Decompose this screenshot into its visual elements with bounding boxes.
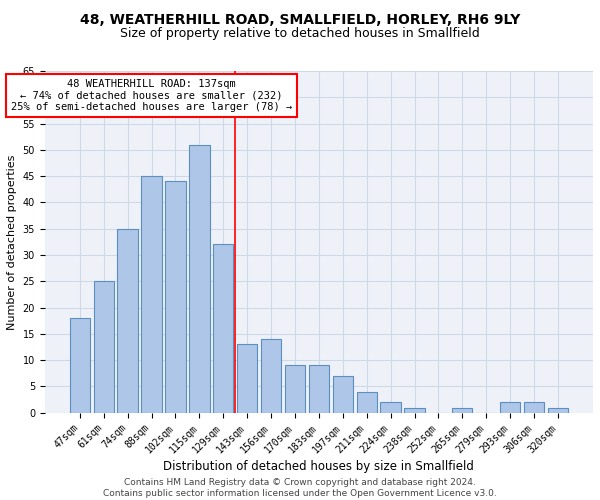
Bar [332, 376, 353, 413]
Text: Contains HM Land Registry data © Crown copyright and database right 2024.
Contai: Contains HM Land Registry data © Crown c… [103, 478, 497, 498]
Bar [237, 344, 257, 413]
Bar [142, 176, 161, 413]
Bar [404, 408, 425, 413]
Bar [118, 228, 138, 413]
Bar [189, 144, 209, 413]
Bar [213, 244, 233, 413]
Bar [524, 402, 544, 413]
Bar [94, 282, 114, 413]
Bar [548, 408, 568, 413]
Text: Size of property relative to detached houses in Smallfield: Size of property relative to detached ho… [120, 28, 480, 40]
Bar [309, 366, 329, 413]
Y-axis label: Number of detached properties: Number of detached properties [7, 154, 17, 330]
Bar [500, 402, 520, 413]
Bar [70, 318, 90, 413]
Bar [380, 402, 401, 413]
Bar [356, 392, 377, 413]
Bar [165, 182, 185, 413]
Bar [285, 366, 305, 413]
Bar [261, 339, 281, 413]
Text: 48, WEATHERHILL ROAD, SMALLFIELD, HORLEY, RH6 9LY: 48, WEATHERHILL ROAD, SMALLFIELD, HORLEY… [80, 12, 520, 26]
Text: 48 WEATHERHILL ROAD: 137sqm
← 74% of detached houses are smaller (232)
25% of se: 48 WEATHERHILL ROAD: 137sqm ← 74% of det… [11, 79, 292, 112]
Bar [452, 408, 472, 413]
X-axis label: Distribution of detached houses by size in Smallfield: Distribution of detached houses by size … [163, 460, 475, 473]
